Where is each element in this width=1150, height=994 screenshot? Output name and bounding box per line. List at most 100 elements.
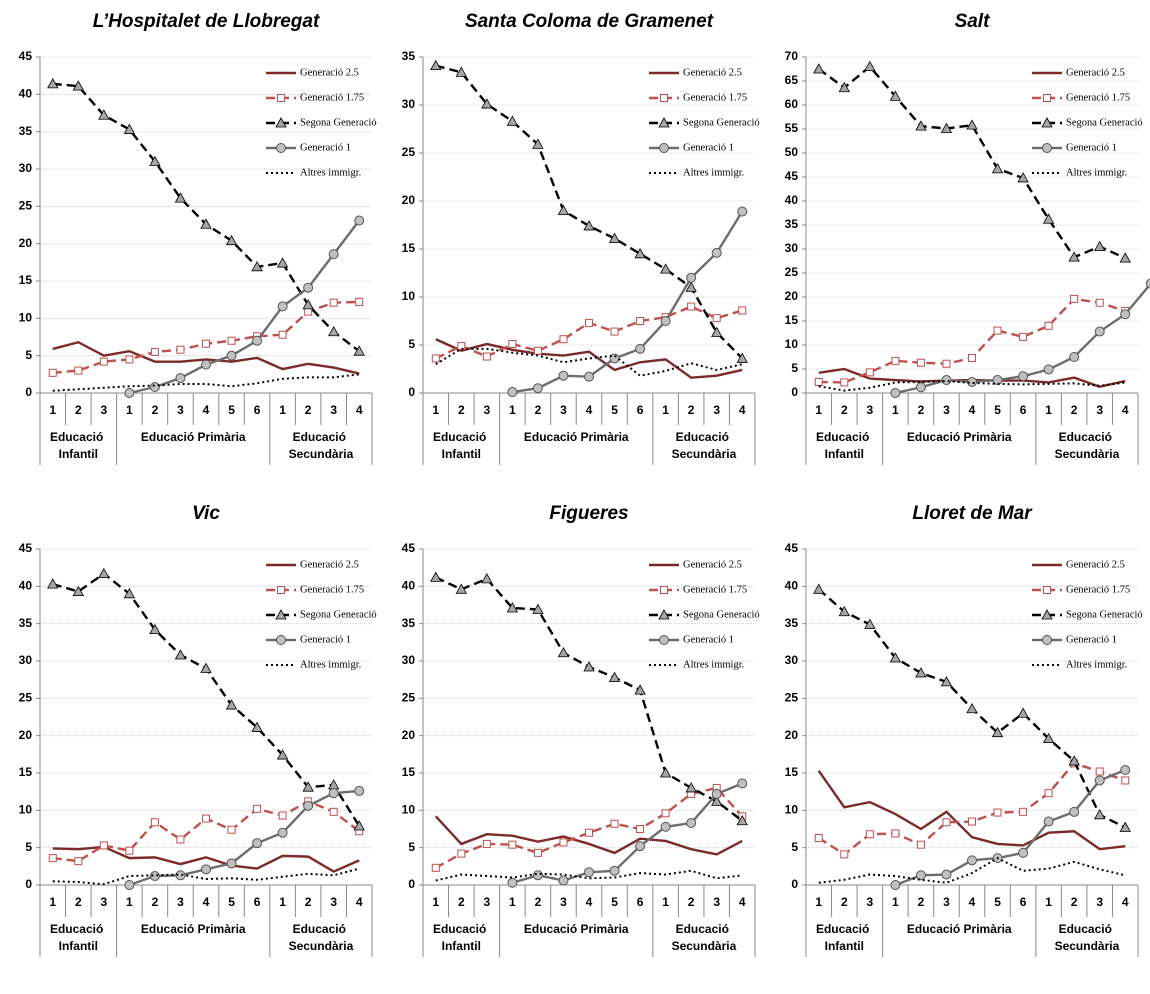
panel-title: L’Hospitalet de Llobregat [93,11,320,32]
marker [125,355,134,364]
marker [838,81,850,93]
marker [559,838,568,847]
series-line [52,340,360,375]
y-tick-label: 45 [402,541,416,555]
y-tick-label: 35 [785,217,799,231]
legend-marker [658,609,670,620]
x-tick-label: 3 [560,403,567,417]
marker [276,257,289,268]
y-tick-label: 40 [19,87,33,101]
marker [328,249,339,260]
legend-label: Altres immigr. [300,167,361,178]
x-tick-label: 1 [279,403,286,417]
marker [125,846,134,855]
marker [1068,755,1080,766]
marker [225,699,238,710]
marker [1042,213,1055,224]
y-tick-label: 55 [785,121,799,135]
y-tick-label: 15 [785,313,799,327]
group-label: Educació Secundària [289,922,354,953]
group-label: Educació Primària [141,922,246,936]
marker [302,299,314,310]
marker [737,206,748,217]
x-tick-label: 5 [611,403,618,417]
group-label: Educació Infantil [433,922,490,953]
marker [455,66,467,77]
legend-marker [659,635,669,645]
legend-label: Generació 1 [1066,142,1117,153]
marker [736,814,748,826]
marker [1043,816,1054,827]
marker [991,163,1004,174]
group-label: Educació Primària [907,922,1012,936]
legend-marker [275,609,287,620]
marker [890,880,901,890]
marker [660,316,671,326]
legend-label: Generació 1 [683,634,734,645]
marker [1019,332,1028,341]
marker [1145,278,1150,289]
y-tick-label: 35 [785,616,799,630]
x-tick-label: 3 [1096,895,1103,909]
marker [47,78,59,89]
marker [610,327,619,336]
marker [353,345,365,356]
x-tick-label: 2 [305,895,312,909]
marker [584,371,594,382]
marker [915,382,926,393]
legend-marker [660,94,668,102]
group-label: Educació Primària [524,430,629,444]
x-tick-label: 5 [228,895,235,909]
legend-marker [1042,143,1052,153]
marker [508,840,517,849]
group-label: Educació Infantil [433,430,490,461]
marker [558,370,569,381]
marker [686,818,697,829]
marker [353,820,365,831]
legend-label: Generació 1.75 [683,584,747,595]
y-tick-label: 20 [785,728,799,742]
marker [610,819,619,828]
series-line [52,867,360,886]
marker [277,301,288,312]
marker [583,220,595,231]
marker [329,807,338,816]
marker [482,352,491,361]
x-tick-label: 3 [484,895,491,909]
marker [968,817,976,826]
y-tick-label: 5 [408,840,415,854]
marker [585,828,593,837]
marker [992,375,1003,386]
legend-label: Generació 1.75 [300,584,364,595]
marker [226,858,237,869]
marker [252,838,263,849]
marker [864,60,876,71]
marker [176,835,185,844]
marker [941,869,952,880]
x-tick-label: 1 [432,403,439,417]
marker [635,343,646,354]
marker [227,336,236,345]
group-label: Educació Infantil [50,922,107,953]
marker [1068,251,1080,262]
marker [889,652,902,663]
y-tick-label: 30 [402,97,416,111]
marker [430,571,442,582]
marker [506,602,519,613]
marker [303,282,314,293]
panel-title: Vic [192,503,220,524]
x-tick-label: 1 [815,403,822,417]
marker [890,388,901,398]
marker [506,115,519,126]
marker [174,649,187,660]
marker [277,827,288,838]
marker [278,811,287,820]
x-tick-label: 3 [177,403,184,417]
marker [940,122,953,133]
marker [72,80,84,91]
series-line [52,373,360,392]
marker [967,376,977,387]
panel-title: Lloret de Mar [912,503,1033,524]
marker [891,829,900,838]
